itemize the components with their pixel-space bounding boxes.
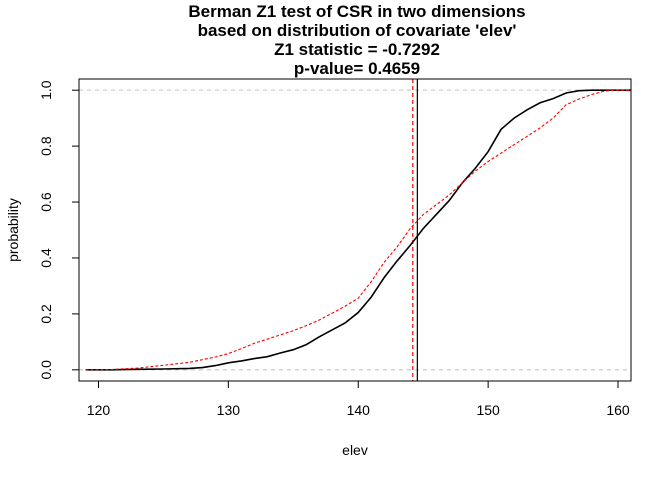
vertical-lines bbox=[412, 79, 418, 381]
y-axis-label: probability bbox=[5, 198, 21, 262]
title-line-4: p-value= 0.4659 bbox=[294, 59, 420, 78]
x-tick-label-1: 130 bbox=[217, 402, 241, 418]
series-group bbox=[85, 89, 631, 371]
y-tick-label-1: 0.2 bbox=[38, 304, 54, 324]
x-tick-label-3: 150 bbox=[476, 402, 500, 418]
series-line-0 bbox=[85, 89, 631, 371]
y-tick-label-2: 0.4 bbox=[38, 248, 54, 268]
y-tick-label-0: 0.0 bbox=[38, 360, 54, 380]
series-line-1 bbox=[85, 89, 631, 371]
chart-title: Berman Z1 test of CSR in two dimensions … bbox=[188, 2, 525, 78]
y-axis: 0.0 0.2 0.4 0.6 0.8 1.0 bbox=[38, 80, 80, 380]
x-tick-label-0: 120 bbox=[87, 402, 111, 418]
reference-lines bbox=[79, 89, 631, 371]
title-line-1: Berman Z1 test of CSR in two dimensions bbox=[188, 2, 525, 21]
plot-frame bbox=[78, 78, 632, 382]
title-line-3: Z1 statistic = -0.7292 bbox=[274, 40, 440, 59]
x-axis-label: elev bbox=[342, 442, 368, 458]
y-tick-label-5: 1.0 bbox=[38, 80, 54, 100]
y-tick-label-3: 0.6 bbox=[38, 192, 54, 212]
x-tick-label-2: 140 bbox=[347, 402, 371, 418]
x-tick-label-4: 160 bbox=[606, 402, 630, 418]
y-tick-label-4: 0.8 bbox=[38, 136, 54, 156]
x-axis: 120 130 140 150 160 bbox=[87, 380, 630, 418]
title-line-2: based on distribution of covariate 'elev… bbox=[198, 21, 517, 40]
